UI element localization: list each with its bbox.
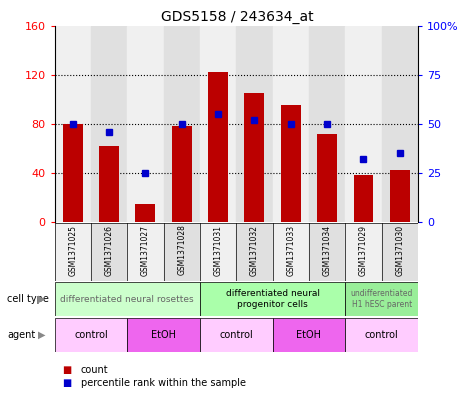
Text: GSM1371030: GSM1371030: [395, 224, 404, 276]
Bar: [309, 26, 345, 222]
Bar: [91, 223, 127, 281]
Text: undifferentiated
H1 hESC parent: undifferentiated H1 hESC parent: [351, 289, 413, 309]
Text: differentiated neural
progenitor cells: differentiated neural progenitor cells: [226, 289, 320, 309]
Bar: [345, 223, 381, 281]
Bar: [345, 318, 418, 352]
Bar: [163, 26, 200, 222]
Bar: [245, 93, 265, 222]
Bar: [55, 26, 91, 222]
Text: GSM1371029: GSM1371029: [359, 224, 368, 275]
Text: ▶: ▶: [38, 294, 46, 304]
Text: percentile rank within the sample: percentile rank within the sample: [81, 378, 246, 388]
Bar: [381, 26, 418, 222]
Bar: [309, 223, 345, 281]
Text: cell type: cell type: [7, 294, 49, 304]
Bar: [236, 26, 273, 222]
Bar: [55, 223, 91, 281]
Bar: [55, 282, 200, 316]
Bar: [353, 175, 373, 222]
Text: GSM1371028: GSM1371028: [177, 224, 186, 275]
Bar: [163, 223, 200, 281]
Bar: [345, 282, 418, 316]
Bar: [127, 26, 163, 222]
Text: GSM1371032: GSM1371032: [250, 224, 259, 275]
Text: GSM1371033: GSM1371033: [286, 224, 295, 276]
Bar: [208, 72, 228, 222]
Bar: [127, 223, 163, 281]
Text: GSM1371031: GSM1371031: [214, 224, 223, 275]
Bar: [237, 223, 273, 281]
Text: GSM1371025: GSM1371025: [68, 224, 77, 275]
Bar: [99, 146, 119, 222]
Bar: [55, 318, 127, 352]
Text: control: control: [74, 330, 108, 340]
Bar: [273, 223, 309, 281]
Text: agent: agent: [7, 330, 35, 340]
Bar: [63, 124, 83, 222]
Bar: [200, 223, 237, 281]
Text: EtOH: EtOH: [296, 330, 322, 340]
Bar: [281, 105, 301, 222]
Text: ■: ■: [62, 365, 71, 375]
Bar: [91, 26, 127, 222]
Text: ▶: ▶: [38, 330, 46, 340]
Bar: [200, 318, 273, 352]
Bar: [345, 26, 381, 222]
Text: control: control: [365, 330, 399, 340]
Bar: [317, 134, 337, 222]
Text: GSM1371026: GSM1371026: [104, 224, 114, 275]
Bar: [273, 318, 345, 352]
Bar: [135, 204, 155, 222]
Text: GSM1371027: GSM1371027: [141, 224, 150, 275]
Text: ■: ■: [62, 378, 71, 388]
Bar: [390, 171, 410, 222]
Bar: [273, 26, 309, 222]
Text: GSM1371034: GSM1371034: [323, 224, 332, 276]
Text: count: count: [81, 365, 108, 375]
Text: differentiated neural rosettes: differentiated neural rosettes: [60, 295, 194, 303]
Text: EtOH: EtOH: [151, 330, 176, 340]
Text: control: control: [219, 330, 253, 340]
Bar: [200, 282, 345, 316]
Bar: [172, 126, 192, 222]
Bar: [200, 26, 236, 222]
Text: GDS5158 / 243634_at: GDS5158 / 243634_at: [161, 10, 314, 24]
Bar: [127, 318, 200, 352]
Bar: [381, 223, 418, 281]
